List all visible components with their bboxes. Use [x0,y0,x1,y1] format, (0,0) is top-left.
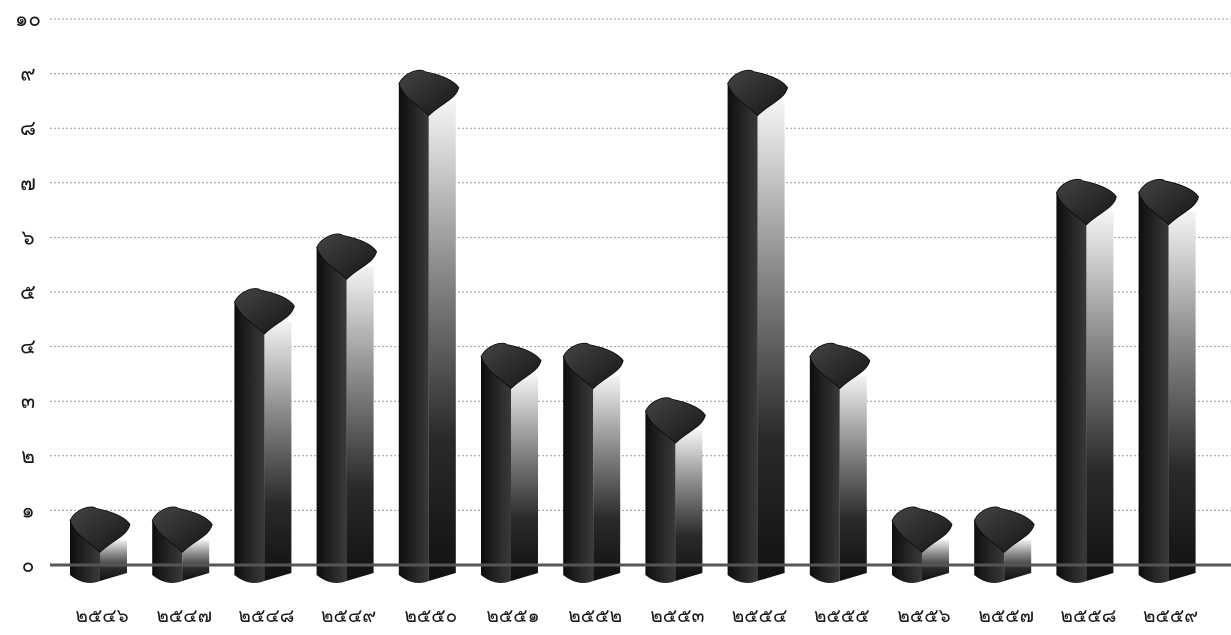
bar-front-face [1138,192,1169,584]
x-tick-label: ๒๕๕๙ [1143,605,1198,627]
y-tick-label: ๓ [21,389,35,413]
y-tick-label: ๑๐ [15,7,41,31]
bar-side-face [428,102,456,582]
y-tick-label: ๙ [20,62,35,86]
bar-top-cap [562,342,624,390]
bar-side-face [1168,212,1196,581]
y-tick-label: ๕ [20,280,36,304]
bar-side-face [757,102,785,582]
bar-front-face [563,356,594,583]
bar-top-cap [69,506,131,553]
bar [233,288,295,583]
bar [1138,178,1200,584]
bar-front-face [974,520,1005,583]
bar-front-face [152,520,183,583]
bar-top-cap [1138,178,1200,226]
bar-top-cap [891,506,953,553]
bar [644,397,706,583]
bar-top-cap [151,506,213,553]
bar [562,342,624,583]
x-tick-label: ๒๕๔๗ [156,605,212,627]
bar-top-cap [480,342,542,390]
bar-top-cap [233,288,295,335]
bar-top-cap [1055,178,1117,226]
x-tick-label: ๒๕๕๘ [1060,605,1116,627]
bar-front-face [234,302,265,583]
x-tick-label: ๒๕๕๕ [814,605,870,627]
bar-side-face [511,375,538,581]
bar-top-cap [727,69,789,117]
bar-side-face [346,266,374,581]
bars [69,69,1200,584]
bar-top-cap [644,397,706,444]
bar [151,506,213,583]
bar-side-face [593,375,621,581]
bar-front-face [316,247,347,583]
bar-front-face [70,520,100,583]
y-tick-label: ๔ [20,335,36,359]
bar-front-face [1056,192,1087,584]
bar [1055,178,1117,584]
x-tick-label: ๒๕๕๖ [897,605,950,627]
bar-front-face [809,356,840,583]
y-tick-label: ๗ [20,171,36,195]
bar [398,69,460,583]
bar-front-face [481,356,511,583]
bar-side-face [1004,539,1032,581]
bar-top-cap [809,342,871,390]
bar-side-face [675,430,703,581]
bar [891,506,953,583]
x-tick-label: ๒๕๕๔ [732,605,788,627]
x-tick-label: ๒๕๔๙ [321,605,376,627]
bar-front-face [398,83,429,583]
bar-side-face [264,321,292,581]
bar [316,233,378,583]
bar-side-face [922,539,949,581]
bar [727,69,789,583]
bar-side-face [182,539,210,581]
y-axis-ticks: ๐ ๑ ๒ ๓ ๔ ๕ ๖ ๗ ๘ ๙ ๑๐ [15,7,41,577]
bar [809,342,871,583]
gridlines [50,18,1231,511]
y-tick-label: ๖ [21,225,34,249]
bar-front-face [892,520,922,583]
bar-side-face [100,539,127,581]
x-tick-label: ๒๕๕๑ [486,605,539,627]
x-tick-label: ๒๕๕๒ [568,605,622,627]
bar-top-cap [316,233,378,280]
bar-front-face [727,83,758,583]
y-tick-label: ๑ [21,498,34,522]
x-axis-categories: ๒๕๔๖ ๒๕๔๗ ๒๕๔๘ ๒๕๔๙ ๒๕๕๐ ๒๕๕๑ ๒๕๕๒ ๒๕๕๓ ๒๕๕๔ ๒๕๕๕… [75,605,1198,627]
bar [480,342,542,583]
y-tick-label: ๘ [20,116,36,140]
bar [973,506,1035,583]
y-tick-label: ๐ [22,553,35,577]
bar [69,506,131,583]
bar-side-face [1086,212,1114,581]
bar-front-face [645,411,676,583]
x-tick-label: ๒๕๕๗ [978,605,1034,627]
x-tick-label: ๒๕๕๐ [404,605,457,627]
bar-side-face [839,375,867,581]
x-tick-label: ๒๕๔๘ [238,605,294,627]
bar-top-cap [973,506,1035,553]
y-tick-label: ๒ [21,444,35,468]
x-tick-label: ๒๕๔๖ [75,605,128,627]
x-tick-label: ๒๕๕๓ [650,605,704,627]
bar-top-cap [398,69,460,117]
